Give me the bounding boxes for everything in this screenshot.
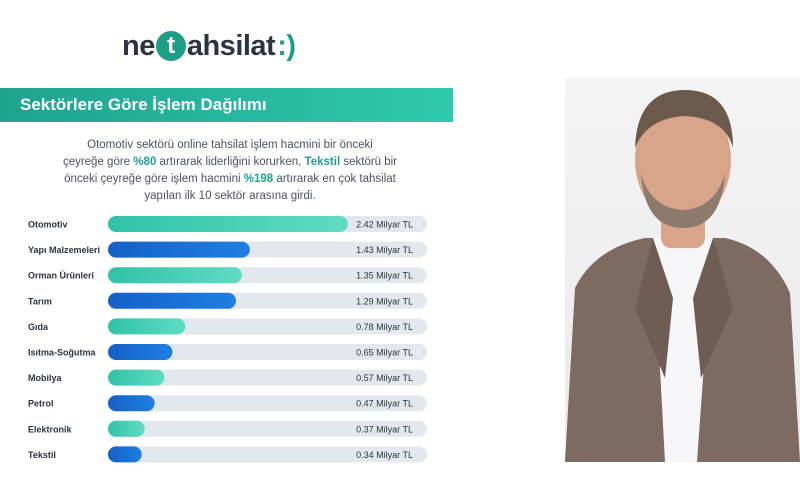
bar-track: [108, 344, 427, 360]
bar-5: [108, 344, 173, 360]
value-label: 2.42 Milyar TL: [356, 220, 413, 230]
value-label: 0.34 Milyar TL: [356, 450, 413, 460]
value-label: 1.29 Milyar TL: [356, 296, 413, 306]
desc-l3c: artırarak en çok tahsilat: [273, 173, 396, 185]
value-label: 0.47 Milyar TL: [356, 399, 413, 409]
bar-track: [108, 420, 427, 437]
value-label: 0.57 Milyar TL: [356, 373, 413, 383]
desc-highlight-80: %80: [133, 156, 157, 168]
desc-l4: yapılan ilk 10 sektör arasına girdi.: [144, 190, 316, 202]
logo-t-circle: t: [155, 31, 186, 61]
description-text: Otomotiv sektörü online tahsilat işlem h…: [30, 137, 430, 205]
desc-l2e: sektörü bir: [340, 156, 398, 168]
brand-logo: ne t ahsilat :): [122, 26, 296, 66]
logo-text-pre: ne: [122, 29, 155, 62]
sector-bar-chart: Otomotiv 2.42 Milyar TL Yapı Malzemeleri 1.…: [28, 216, 427, 463]
category-label: Elektronik: [28, 424, 73, 434]
value-label: 1.35 Milyar TL: [356, 271, 413, 281]
bar-9: [108, 446, 142, 463]
bar-0: [108, 216, 348, 232]
bar-8: [108, 420, 145, 437]
hair-shape: [635, 90, 733, 148]
logo-text-post: ahsilat: [186, 29, 276, 62]
desc-line-1: Otomotiv sektörü online tahsilat işlem h…: [30, 137, 430, 154]
bar-track: [108, 318, 427, 335]
desc-l3a: önceki çeyreğe göre işlem hacmini: [64, 173, 244, 185]
category-label: Tekstil: [28, 450, 56, 460]
bar-4: [108, 318, 186, 335]
person-photo: [565, 78, 800, 462]
desc-highlight-tekstil: Tekstil: [304, 156, 341, 168]
bar-6: [108, 369, 165, 386]
desc-l2a: çeyreğe göre: [62, 156, 134, 168]
value-label: 0.65 Milyar TL: [356, 348, 413, 358]
bar-1: [108, 241, 250, 258]
desc-highlight-198: %198: [243, 173, 274, 185]
category-label: Tarım: [28, 296, 52, 306]
category-label: Isıtma-Soğutma: [28, 348, 97, 358]
lapel-left: [635, 238, 673, 378]
bar-track: [108, 446, 427, 463]
value-label: 0.78 Milyar TL: [356, 322, 413, 332]
bar-2: [108, 267, 242, 284]
category-label: Otomotiv: [28, 220, 68, 230]
desc-line-2: çeyreğe göre %80 artırarak liderliğini k…: [30, 154, 430, 171]
bar-track: [108, 369, 427, 386]
category-label: Mobilya: [28, 373, 62, 383]
category-label: Yapı Malzemeleri: [28, 245, 100, 255]
value-label: 0.37 Milyar TL: [356, 424, 413, 434]
category-label: Petrol: [28, 399, 54, 409]
category-label: Gıda: [28, 322, 49, 332]
face-shape: [635, 98, 731, 222]
lapel-right: [693, 238, 733, 378]
bar-track: [108, 395, 427, 412]
desc-l1: Otomotiv sektörü online tahsilat işlem h…: [87, 139, 373, 151]
desc-line-4: yapılan ilk 10 sektör arasına girdi.: [30, 188, 430, 205]
beard-shape: [641, 174, 725, 228]
category-label: Orman Ürünleri: [28, 271, 94, 281]
bar-3: [108, 292, 236, 309]
section-banner: Sektörlere Göre İşlem Dağılımı: [0, 88, 453, 122]
bar-7: [108, 395, 155, 412]
value-label: 1.43 Milyar TL: [356, 245, 413, 255]
person-illustration: [565, 90, 800, 462]
desc-line-3: önceki çeyreğe göre işlem hacmini %198 a…: [30, 171, 430, 188]
logo-smile: :): [277, 29, 296, 62]
desc-l2c: artırarak liderliğini korurken,: [156, 156, 305, 168]
banner-title: Sektörlere Göre İşlem Dağılımı: [20, 95, 267, 114]
